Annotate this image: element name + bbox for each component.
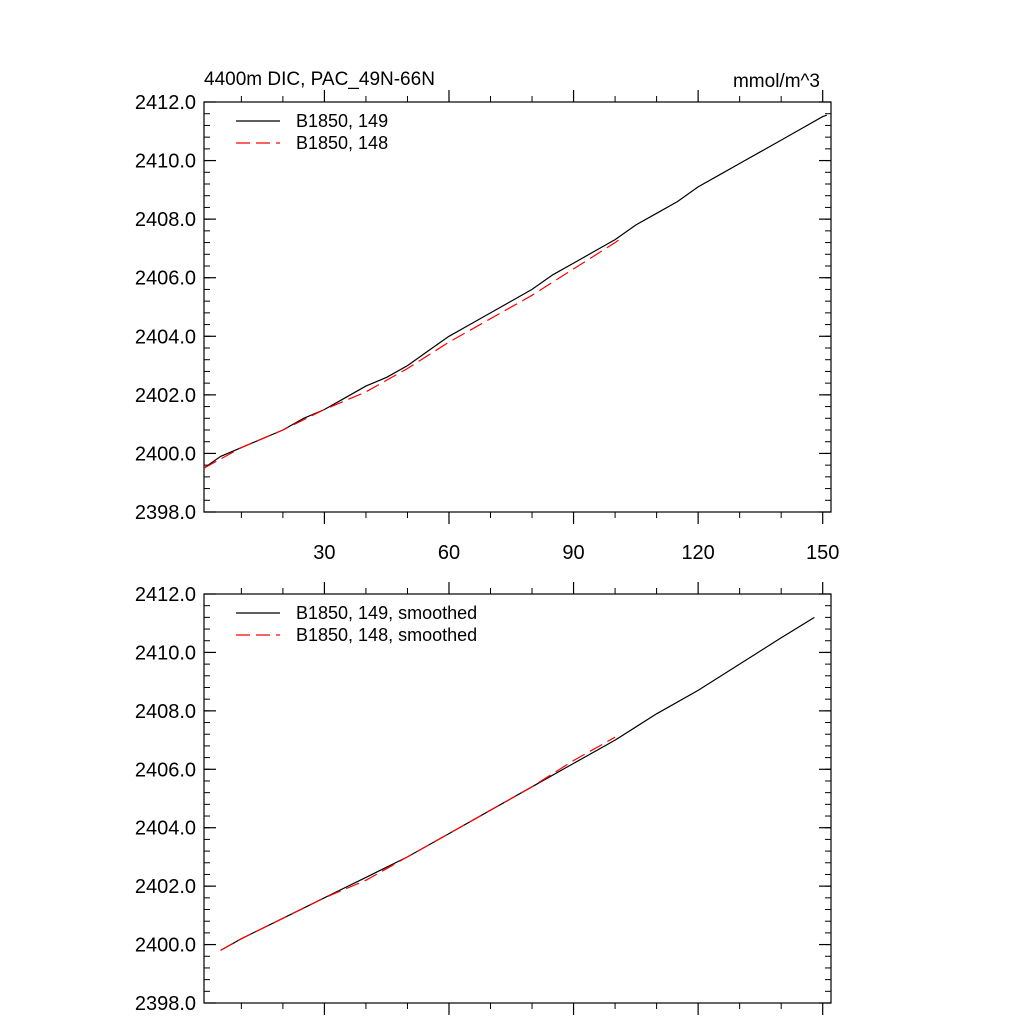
- x-tick-label: 90: [562, 542, 584, 564]
- series-line-2: [220, 736, 616, 951]
- y-tick-label: 2410.0: [135, 151, 196, 173]
- plot-frame: [203, 593, 832, 1004]
- y-tick-label: 2406.0: [135, 759, 196, 781]
- plot-frame: [203, 101, 832, 513]
- y-tick-label: 2408.0: [135, 209, 196, 231]
- y-tick-label: 2406.0: [135, 268, 196, 290]
- y-tick-label: 2410.0: [135, 642, 196, 664]
- x-tick-label: 30: [313, 542, 335, 564]
- y-tick-label: 2402.0: [135, 876, 196, 898]
- top-panel: 2398.0 2400.0 2402.0 2404.0 2406.0 2408.0 2410…: [135, 69, 840, 564]
- y-tick-label: 2402.0: [135, 385, 196, 407]
- legend-label-1: B1850, 149: [296, 111, 388, 131]
- x-tick-label: 150: [806, 542, 839, 564]
- units-label: mmol/m^3: [733, 71, 820, 92]
- y-tick-label: 2404.0: [135, 326, 196, 348]
- y-tick-label: 2398.0: [135, 993, 196, 1015]
- series-line-1: [203, 114, 827, 469]
- y-tick-label: 2400.0: [135, 935, 196, 957]
- series-line-2: [203, 239, 620, 469]
- y-tick-label: 2412.0: [135, 92, 196, 114]
- legend-label-1: B1850, 149, smoothed: [296, 603, 477, 623]
- y-tick-label: 2412.0: [135, 584, 196, 606]
- x-tick-label: 120: [681, 542, 714, 564]
- y-tick-label: 2404.0: [135, 818, 196, 840]
- y-tick-label: 2398.0: [135, 502, 196, 524]
- x-tick-label: 60: [438, 542, 460, 564]
- legend-label-2: B1850, 148, smoothed: [296, 625, 477, 645]
- y-tick-label: 2408.0: [135, 701, 196, 723]
- bottom-panel: 2398.0 2400.0 2402.0 2404.0 2406.0 2408.0 2410…: [135, 582, 832, 1015]
- legend-label-2: B1850, 148: [296, 133, 388, 153]
- chart-title: 4400m DIC, PAC_49N-66N: [204, 69, 435, 90]
- y-tick-label: 2400.0: [135, 443, 196, 465]
